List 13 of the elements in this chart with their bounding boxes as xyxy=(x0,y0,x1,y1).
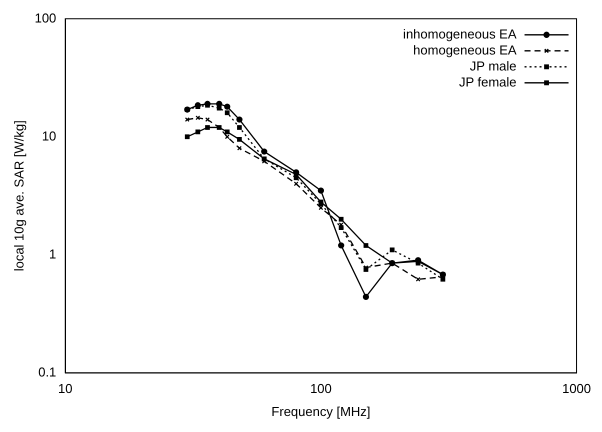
y-tick-label: 10 xyxy=(42,128,56,144)
y-axis-title: local 10g ave. SAR [W/kg] xyxy=(11,120,26,272)
x-tick-label: 1000 xyxy=(562,381,591,396)
y-tick-label: 100 xyxy=(34,10,56,26)
x-tick-label: 10 xyxy=(58,381,73,396)
x-axis-title: Frequency [MHz] xyxy=(271,404,370,419)
legend-label: homogeneous EA xyxy=(413,42,517,58)
y-tick-label: 0.1 xyxy=(38,364,56,380)
legend-label: JP male xyxy=(470,58,517,74)
y-tick-label: 1 xyxy=(49,246,56,262)
legend-label: inhomogeneous EA xyxy=(403,26,517,42)
x-tick-label: 100 xyxy=(310,381,332,396)
legend-label: JP female xyxy=(458,74,517,90)
